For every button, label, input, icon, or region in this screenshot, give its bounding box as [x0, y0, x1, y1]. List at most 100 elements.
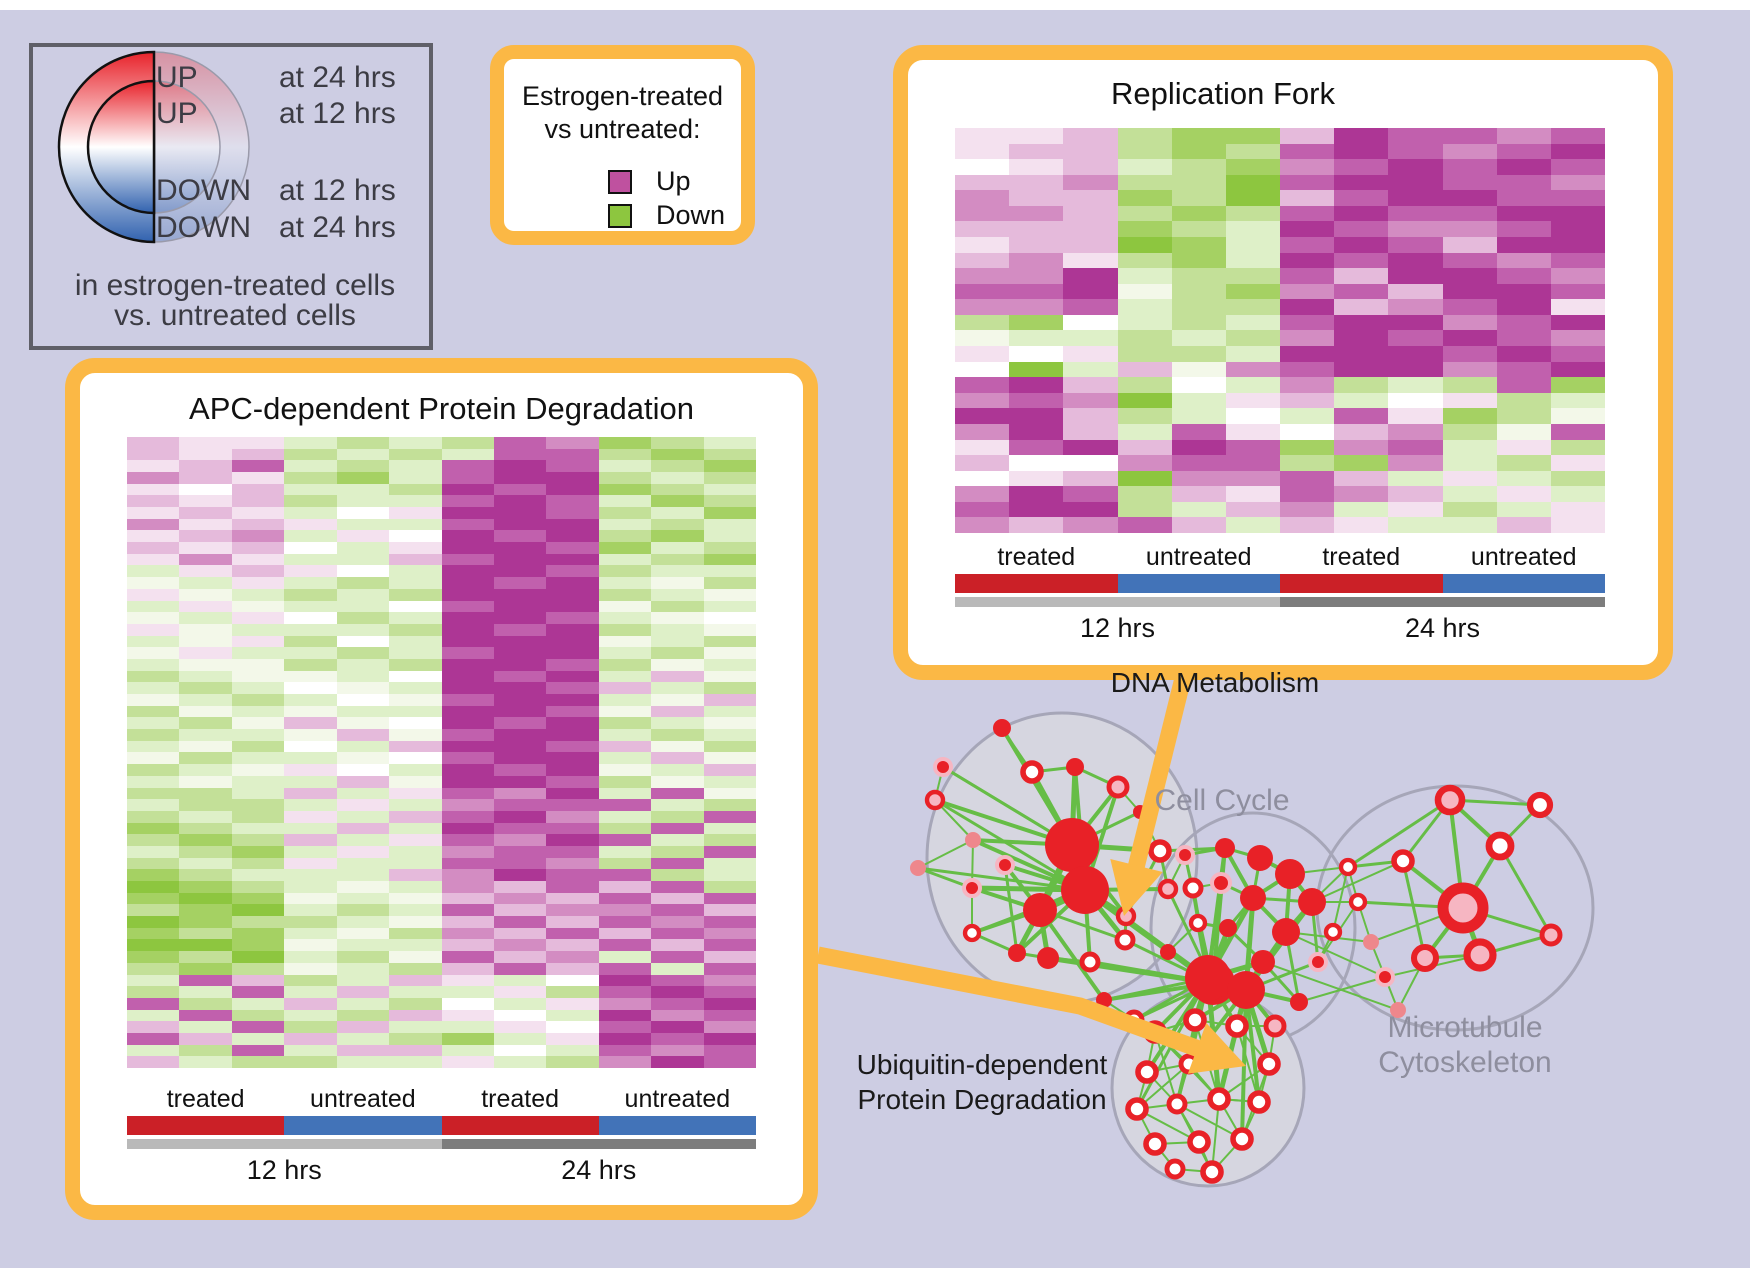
heatmap-cell	[1009, 517, 1064, 533]
heatmap-cell	[231, 729, 285, 741]
heatmap-cell	[546, 845, 599, 858]
heatmap-cell	[1063, 392, 1118, 409]
heatmap-cell	[703, 612, 756, 624]
heatmap-cell	[493, 705, 547, 718]
replication-fork-time-labels: 12 hrs 24 hrs	[955, 612, 1605, 644]
heatmap-cell	[284, 881, 337, 893]
heatmap-cell	[127, 1056, 180, 1068]
heatmap-cell	[179, 834, 232, 846]
heatmap-cell	[598, 1009, 652, 1022]
heatmap-cell	[493, 904, 547, 917]
heatmap-cell	[389, 1021, 442, 1033]
heatmap-cell	[703, 658, 756, 671]
heatmap-cell	[284, 612, 337, 624]
heatmap-cell	[231, 577, 285, 589]
heatmap-cell	[441, 752, 494, 765]
heatmap-cell	[1063, 314, 1118, 331]
heatmap-cell	[284, 939, 337, 952]
heatmap-cell	[546, 612, 599, 624]
heatmap-cell	[1280, 314, 1335, 331]
heatmap-cell	[336, 682, 390, 694]
heatmap-cell	[389, 916, 442, 928]
key-down-12-time: at 12 hrs	[279, 174, 396, 207]
heatmap-cell	[651, 1021, 704, 1033]
heatmap-cell	[1063, 190, 1118, 206]
heatmap-cell	[546, 951, 599, 963]
heatmap-cell	[389, 775, 442, 788]
heatmap-cell	[1442, 205, 1497, 222]
heatmap-cell	[1388, 346, 1443, 362]
heatmap-cell	[651, 1044, 704, 1057]
condition-group-label: treated	[1322, 542, 1401, 571]
heatmap-cell	[1063, 346, 1118, 362]
heatmap-cell	[1117, 501, 1172, 518]
heatmap-cell	[179, 740, 232, 753]
heatmap-cell	[179, 997, 232, 1010]
heatmap-cell	[1117, 486, 1172, 502]
heatmap-cell	[1171, 143, 1226, 160]
heatmap-cell	[703, 962, 756, 975]
heatmap-cell	[598, 530, 652, 543]
replication-fork-panel: Replication Fork treated untreated treated…	[893, 45, 1673, 680]
heatmap-cell	[1442, 143, 1497, 160]
heatmap-cell	[1550, 237, 1605, 253]
heatmap-cell	[1280, 330, 1335, 347]
heatmap-cell	[651, 822, 704, 835]
heatmap-cell	[231, 694, 285, 706]
heatmap-cell	[1496, 423, 1551, 440]
heatmap-cell	[1388, 439, 1443, 456]
heatmap-cell	[598, 729, 652, 741]
heatmap-cell	[1550, 517, 1605, 533]
heatmap-cell	[651, 904, 704, 917]
key-footer-line1: in estrogen-treated cells	[75, 269, 395, 302]
heatmap-cell	[179, 705, 232, 718]
heatmap-cell	[1442, 174, 1497, 191]
heatmap-cell	[127, 752, 180, 765]
time-bar-segment	[955, 597, 1280, 607]
heatmap-cell	[1009, 221, 1064, 238]
heatmap-cell	[1334, 330, 1389, 347]
heatmap-cell	[231, 939, 285, 952]
heatmap-cell	[1225, 143, 1280, 160]
heatmap-cell	[336, 729, 390, 741]
heatmap-cell	[1225, 330, 1280, 347]
heatmap-cell	[389, 577, 442, 589]
heatmap-cell	[598, 752, 652, 765]
heatmap-cell	[955, 299, 1010, 315]
heatmap-cell	[1496, 501, 1551, 518]
heatmap-cell	[1550, 174, 1605, 191]
heatmap-cell	[703, 507, 756, 519]
heatmap-cell	[1442, 517, 1497, 533]
heatmap-cell	[546, 437, 599, 449]
heatmap-cell	[231, 1009, 285, 1022]
heatmap-cell	[231, 623, 285, 636]
heatmap-cell	[493, 1056, 547, 1068]
heatmap-cell	[955, 486, 1010, 502]
heatmap-cell	[1117, 330, 1172, 347]
heatmap-cell	[231, 1056, 285, 1068]
heatmap-cell	[598, 986, 652, 998]
heatmap-cell	[1334, 283, 1389, 300]
heatmap-cell	[598, 658, 652, 671]
heatmap-cell	[179, 986, 232, 998]
heatmap-cell	[389, 437, 442, 449]
heatmap-cell	[231, 986, 285, 998]
heatmap-cell	[127, 612, 180, 624]
heatmap-cell	[651, 974, 704, 987]
heatmap-cell	[651, 892, 704, 905]
heatmap-cell	[441, 834, 494, 846]
condition-group-label: untreated	[310, 1084, 416, 1113]
heatmap-cell	[284, 752, 337, 765]
heatmap-cell	[1496, 408, 1551, 424]
heatmap-cell	[1334, 455, 1389, 471]
heatmap-cell	[703, 588, 756, 601]
heatmap-cell	[231, 483, 285, 496]
heatmap-cell	[231, 997, 285, 1010]
heatmap-cell	[1334, 268, 1389, 284]
heatmap-cell	[1550, 423, 1605, 440]
heatmap-cell	[1063, 361, 1118, 378]
heatmap-cell	[1496, 205, 1551, 222]
heatmap-cell	[284, 986, 337, 998]
heatmap-cell	[1280, 159, 1335, 175]
heatmap-cell	[127, 705, 180, 718]
